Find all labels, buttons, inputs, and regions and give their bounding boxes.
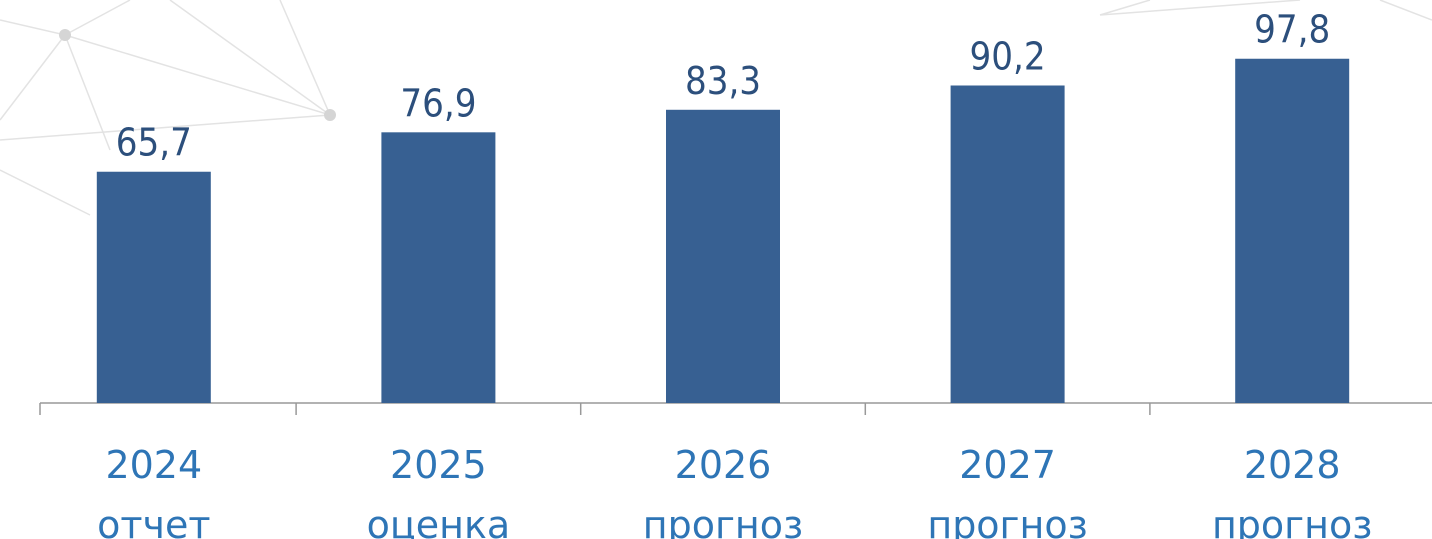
bar	[381, 132, 496, 403]
x-tick-label: 2025	[390, 443, 487, 487]
value-label: 76,9	[400, 81, 476, 125]
bar	[666, 109, 780, 403]
x-tick-label: 2024	[105, 443, 202, 487]
x-tick-label: отчет	[97, 503, 210, 539]
bar	[1235, 58, 1350, 404]
bar	[96, 171, 211, 403]
value-label: 83,3	[685, 59, 761, 103]
bar	[950, 85, 1065, 403]
x-tick-label: прогноз	[927, 503, 1087, 539]
x-tick-label: 2026	[675, 443, 772, 487]
x-tick-label: прогноз	[1212, 503, 1372, 539]
x-tick-label: 2028	[1244, 443, 1341, 487]
value-label: 97,8	[1254, 8, 1330, 52]
value-label: 65,7	[116, 121, 192, 165]
x-tick-label: оценка	[367, 503, 511, 539]
x-tick-label: 2027	[959, 443, 1056, 487]
background-decoration	[0, 0, 1432, 216]
x-tick-label: прогноз	[643, 503, 803, 539]
value-label: 90,2	[970, 34, 1046, 78]
